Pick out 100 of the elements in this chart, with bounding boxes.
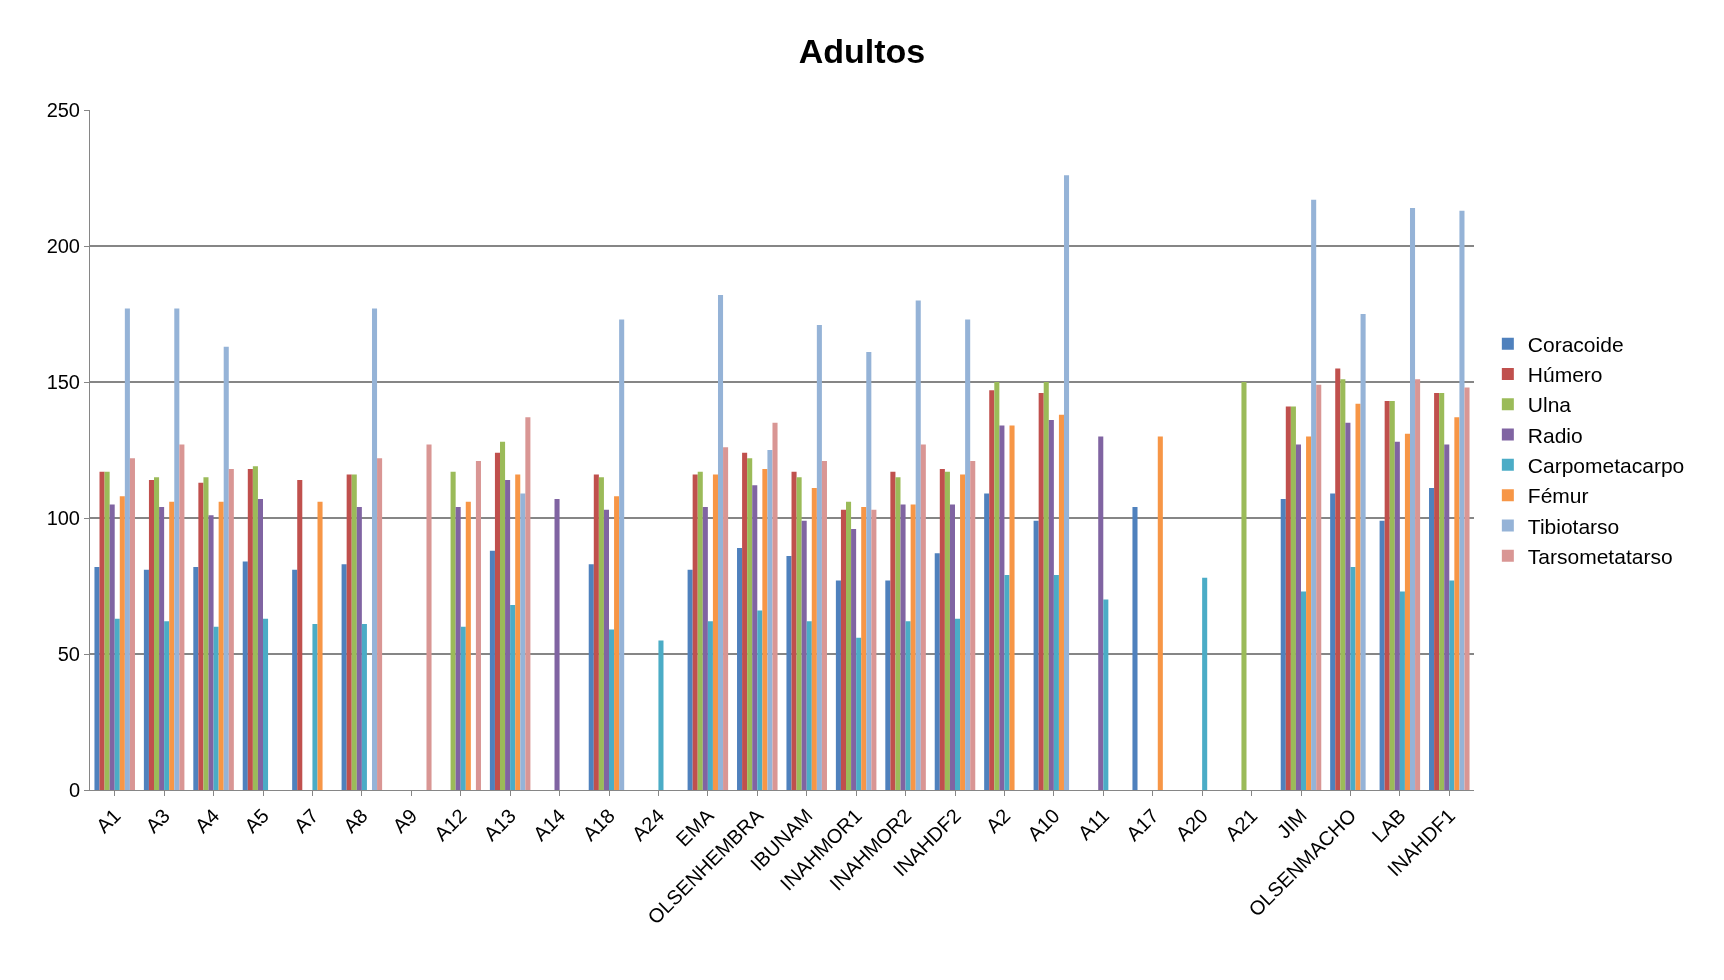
bar bbox=[351, 474, 357, 790]
bar bbox=[263, 618, 269, 790]
bar bbox=[292, 569, 298, 790]
bar bbox=[148, 479, 155, 790]
legend-label: Radio bbox=[1527, 423, 1583, 447]
bar bbox=[242, 561, 248, 790]
bar bbox=[1429, 488, 1435, 790]
bar bbox=[228, 469, 234, 790]
bar bbox=[762, 469, 768, 790]
bar bbox=[1384, 401, 1390, 790]
bar bbox=[806, 621, 812, 790]
legend-label: Carpometacarpo bbox=[1527, 454, 1685, 478]
bar bbox=[510, 605, 516, 790]
x-tick-label: A10 bbox=[1023, 804, 1064, 846]
bar bbox=[1330, 493, 1336, 790]
bar bbox=[377, 458, 383, 790]
bar bbox=[692, 474, 698, 790]
bar bbox=[752, 485, 758, 790]
bar bbox=[737, 547, 743, 790]
bar bbox=[426, 444, 432, 790]
x-tick-label: A5 bbox=[240, 804, 273, 838]
bar bbox=[712, 474, 718, 790]
bar bbox=[821, 460, 827, 790]
bar bbox=[99, 471, 105, 790]
bar bbox=[218, 501, 224, 790]
legend-label: Coracoide bbox=[1527, 332, 1624, 356]
bar bbox=[1345, 422, 1351, 790]
x-tick-label: A7 bbox=[289, 804, 323, 838]
x-tick-label: A3 bbox=[141, 804, 175, 838]
bar bbox=[717, 294, 724, 790]
bar bbox=[520, 493, 526, 790]
bar bbox=[129, 458, 135, 790]
bar bbox=[1058, 414, 1064, 790]
bar bbox=[1132, 507, 1138, 790]
bar bbox=[994, 382, 1000, 790]
bar bbox=[593, 474, 599, 790]
bar bbox=[124, 308, 130, 790]
bar bbox=[109, 504, 115, 790]
bar bbox=[1280, 498, 1286, 790]
bar bbox=[1459, 210, 1465, 790]
bar bbox=[1360, 314, 1366, 790]
y-tick-label: 150 bbox=[46, 371, 80, 393]
bar bbox=[944, 471, 950, 790]
bar bbox=[767, 450, 773, 790]
bar bbox=[371, 308, 378, 790]
bar bbox=[796, 477, 802, 790]
bar bbox=[460, 626, 466, 790]
bar bbox=[489, 550, 495, 790]
x-tick-label: A13 bbox=[479, 804, 521, 846]
bar bbox=[361, 624, 367, 790]
bar bbox=[346, 474, 352, 790]
bar bbox=[1464, 387, 1470, 790]
bar bbox=[475, 460, 481, 790]
x-tick-label: A20 bbox=[1171, 804, 1213, 846]
bar bbox=[939, 469, 945, 790]
bar bbox=[154, 477, 160, 790]
legend-label: Fémur bbox=[1527, 484, 1589, 508]
bar bbox=[910, 504, 916, 790]
bar bbox=[757, 610, 763, 790]
bar bbox=[455, 507, 461, 790]
x-tick-label: A4 bbox=[190, 804, 224, 838]
x-tick-label: A8 bbox=[338, 804, 372, 838]
bar bbox=[1004, 575, 1010, 790]
bar bbox=[1063, 175, 1070, 790]
bar bbox=[1038, 392, 1044, 790]
bar bbox=[934, 553, 940, 790]
bar bbox=[500, 441, 506, 790]
bar bbox=[257, 498, 263, 790]
x-tick-label: A9 bbox=[388, 804, 422, 838]
y-tick-label: 100 bbox=[46, 507, 80, 529]
bar bbox=[687, 569, 693, 790]
bar bbox=[1340, 379, 1346, 790]
bar bbox=[1404, 433, 1410, 790]
bar bbox=[1399, 591, 1405, 790]
bar bbox=[999, 425, 1005, 790]
bar bbox=[104, 471, 110, 790]
bar bbox=[955, 618, 961, 790]
legend-label: Tibiotarso bbox=[1527, 514, 1620, 538]
bar bbox=[835, 580, 841, 790]
x-tick-label: A11 bbox=[1073, 804, 1114, 845]
bar bbox=[1409, 207, 1416, 790]
bar bbox=[1350, 566, 1356, 790]
bar bbox=[960, 474, 966, 790]
x-tick-label: A2 bbox=[981, 804, 1015, 838]
bar bbox=[179, 444, 185, 790]
bar bbox=[791, 471, 797, 790]
bar bbox=[885, 580, 891, 790]
bar bbox=[1043, 382, 1049, 790]
bar bbox=[341, 564, 347, 790]
bar bbox=[1394, 441, 1400, 790]
bar bbox=[1295, 444, 1301, 790]
bar bbox=[772, 422, 778, 790]
bar bbox=[203, 477, 209, 790]
bar bbox=[174, 308, 180, 790]
bar bbox=[871, 509, 877, 790]
bar bbox=[119, 496, 125, 790]
bar bbox=[1449, 580, 1455, 790]
bar bbox=[1157, 436, 1163, 790]
bar bbox=[697, 471, 703, 790]
bar bbox=[213, 626, 219, 790]
